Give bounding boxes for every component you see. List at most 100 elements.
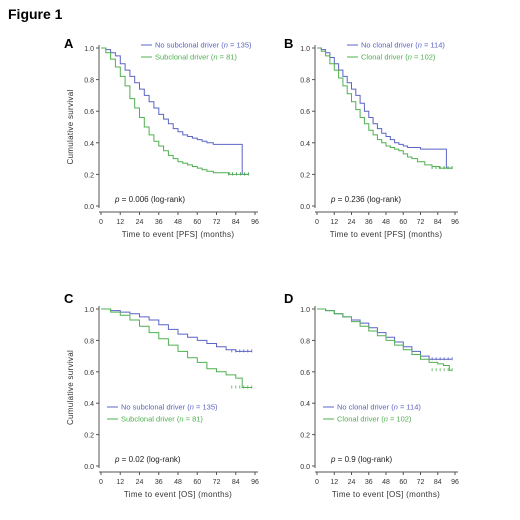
legend-paren: ( — [175, 415, 180, 424]
series-line-blue — [317, 308, 453, 360]
legend-entry: No clonal driver (n = 114) — [337, 403, 421, 412]
legend-paren: ( — [219, 41, 224, 50]
x-tick-label: 36 — [365, 479, 373, 486]
legend-n-symbol: n — [408, 53, 412, 62]
legend-name: No clonal driver — [361, 41, 414, 50]
y-tick-label: 0.8 — [84, 338, 94, 345]
legend-entry: Clonal driver (n = 102) — [337, 415, 412, 424]
x-tick-label: 0 — [99, 479, 103, 486]
legend-n-value: = 135) — [228, 41, 252, 50]
y-tick-label: 0.6 — [84, 109, 94, 116]
y-tick-label: 0.0 — [300, 204, 310, 211]
x-tick-label: 48 — [382, 219, 390, 226]
legend-entry: Subclonal driver (n = 81) — [155, 53, 237, 62]
x-tick-label: 36 — [155, 219, 163, 226]
legend-n-symbol: n — [418, 41, 422, 50]
x-tick-label: 24 — [136, 479, 144, 486]
legend-entry: No subclonal driver (n = 135) — [155, 41, 252, 50]
panel-label: C — [64, 291, 74, 306]
legend-n-value: = 81) — [184, 415, 204, 424]
legend-entry: Subclonal driver (n = 81) — [121, 415, 203, 424]
p-value-text: = 0.9 (log-rank) — [335, 455, 392, 464]
legend-paren: ( — [403, 53, 408, 62]
legend-n-symbol: n — [224, 41, 228, 50]
legend-n-value: = 81) — [218, 53, 238, 62]
y-tick-label: 0.2 — [300, 172, 310, 179]
x-tick-label: 96 — [251, 219, 259, 226]
y-tick-label: 0.4 — [300, 401, 310, 408]
legend-n-symbol: n — [190, 403, 194, 412]
panel-label: B — [284, 36, 293, 51]
legend-n-value: = 114) — [422, 41, 446, 50]
legend-n-symbol: n — [384, 415, 388, 424]
series-line-green — [101, 308, 252, 388]
x-tick-label: 48 — [382, 479, 390, 486]
p-value-annotation: p = 0.02 (log-rank) — [114, 455, 181, 464]
x-axis-title: Time to event [PFS] (months) — [330, 230, 443, 239]
y-tick-label: 1.0 — [300, 307, 310, 314]
y-tick-label: 0.0 — [84, 464, 94, 471]
p-symbol: p — [330, 455, 336, 464]
p-symbol: p — [330, 195, 336, 204]
legend-entry: No subclonal driver (n = 135) — [121, 403, 218, 412]
y-tick-label: 1.0 — [300, 46, 310, 53]
y-tick-label: 0.8 — [300, 78, 310, 85]
p-symbol: p — [114, 195, 120, 204]
x-axis-title: Time to event [PFS] (months) — [122, 230, 235, 239]
series-line-green — [317, 47, 453, 169]
y-tick-label: 0.8 — [300, 338, 310, 345]
legend-name: Clonal driver — [337, 415, 380, 424]
legend-entry: Clonal driver (n = 102) — [361, 53, 436, 62]
y-tick-label: 0.6 — [300, 109, 310, 116]
legend-paren: ( — [413, 41, 418, 50]
series-line-blue — [101, 47, 249, 175]
y-axis-title: Cumulative survival — [66, 350, 75, 425]
x-tick-label: 72 — [213, 219, 221, 226]
x-axis-title: Time to event [OS] (months) — [124, 490, 232, 499]
x-tick-label: 84 — [232, 219, 240, 226]
y-tick-label: 0.0 — [84, 204, 94, 211]
x-tick-label: 72 — [213, 479, 221, 486]
legend-n-value: = 135) — [194, 403, 218, 412]
y-tick-label: 0.6 — [84, 370, 94, 377]
legend-name: No subclonal driver — [155, 41, 220, 50]
x-tick-label: 12 — [116, 219, 124, 226]
x-tick-label: 84 — [434, 479, 442, 486]
legend-n-value: = 102) — [388, 415, 412, 424]
legend-name: No subclonal driver — [121, 403, 186, 412]
km-panel-c: C 0.0 0.2 0.4 0.6 0.8 1.0 0 12 24 36 48 60 72 84 96 Time… — [64, 291, 259, 499]
x-tick-label: 72 — [417, 479, 425, 486]
x-tick-label: 36 — [155, 479, 163, 486]
legend-name: No clonal driver — [337, 403, 390, 412]
legend-entry: No clonal driver (n = 114) — [361, 41, 445, 50]
x-tick-label: 84 — [434, 219, 442, 226]
legend-paren: ( — [379, 415, 384, 424]
x-tick-label: 48 — [174, 479, 182, 486]
legend-paren: ( — [209, 53, 214, 62]
x-tick-label: 0 — [315, 479, 319, 486]
x-tick-label: 84 — [232, 479, 240, 486]
x-tick-label: 24 — [348, 479, 356, 486]
x-tick-label: 60 — [193, 479, 201, 486]
x-tick-label: 12 — [330, 479, 338, 486]
km-panel-b: B 0.0 0.2 0.4 0.6 0.8 1.0 0 12 24 36 48 60 72 84 96 Time… — [284, 36, 459, 239]
legend-n-value: = 114) — [398, 403, 422, 412]
series-line-blue — [101, 308, 252, 352]
x-tick-label: 48 — [174, 219, 182, 226]
legend-n-symbol: n — [179, 415, 183, 424]
legend-paren: ( — [389, 403, 394, 412]
x-tick-label: 0 — [99, 219, 103, 226]
y-tick-label: 0.2 — [300, 433, 310, 440]
panel-label: D — [284, 291, 293, 306]
x-tick-label: 0 — [315, 219, 319, 226]
x-tick-label: 60 — [399, 479, 407, 486]
y-tick-label: 1.0 — [84, 46, 94, 53]
p-value-annotation: p = 0.006 (log-rank) — [114, 195, 185, 204]
p-value-text: = 0.236 (log-rank) — [335, 195, 401, 204]
legend-n-value: = 102) — [412, 53, 436, 62]
y-tick-label: 0.6 — [300, 370, 310, 377]
km-panel-d: D 0.0 0.2 0.4 0.6 0.8 1.0 0 12 24 36 48 60 72 84 96 Time… — [284, 291, 459, 499]
y-tick-label: 0.4 — [300, 141, 310, 148]
x-tick-label: 24 — [136, 219, 144, 226]
figure-title: Figure 1 — [8, 6, 63, 22]
